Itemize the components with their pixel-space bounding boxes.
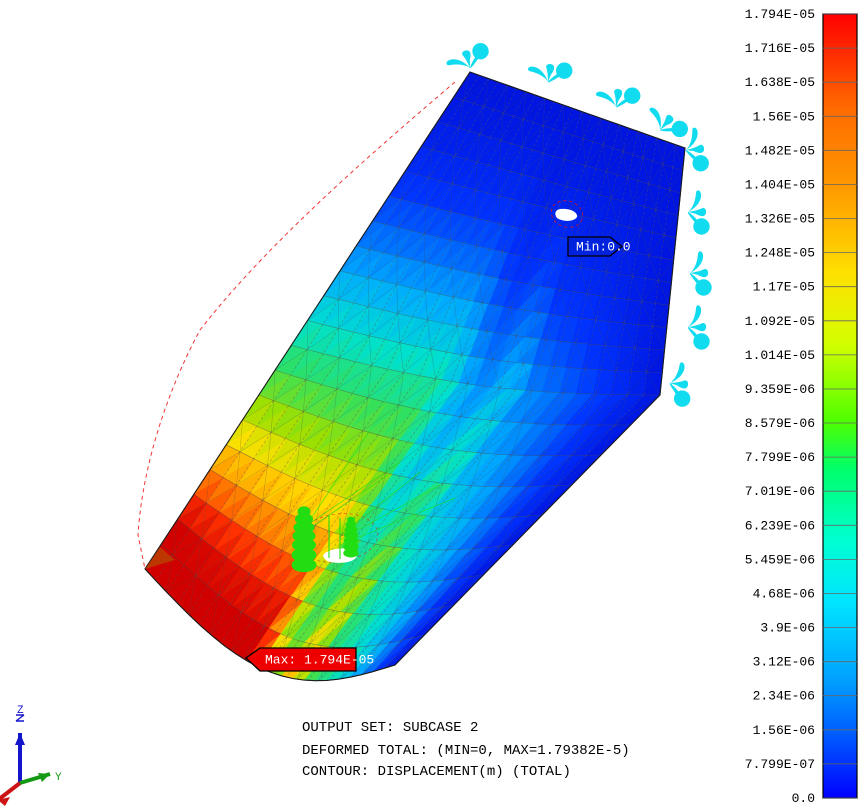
- svg-text:1.56E-06: 1.56E-06: [753, 723, 815, 738]
- svg-text:Z: Z: [17, 705, 24, 717]
- svg-text:1.404E-05: 1.404E-05: [745, 177, 815, 192]
- svg-text:1.794E-05: 1.794E-05: [745, 7, 815, 22]
- svg-text:7.799E-06: 7.799E-06: [745, 450, 815, 465]
- svg-text:OUTPUT SET: SUBCASE 2: OUTPUT SET: SUBCASE 2: [302, 720, 478, 736]
- svg-text:1.638E-05: 1.638E-05: [745, 75, 815, 90]
- svg-text:1.326E-05: 1.326E-05: [745, 212, 815, 227]
- svg-text:1.17E-05: 1.17E-05: [753, 280, 815, 295]
- svg-text:2.34E-06: 2.34E-06: [753, 689, 815, 704]
- svg-text:3.12E-06: 3.12E-06: [753, 655, 815, 670]
- svg-text:1.482E-05: 1.482E-05: [745, 143, 815, 158]
- svg-text:5.459E-06: 5.459E-06: [745, 552, 815, 567]
- svg-text:8.579E-06: 8.579E-06: [745, 416, 815, 431]
- svg-text:1.716E-05: 1.716E-05: [745, 41, 815, 56]
- svg-text:Max: 1.794E-05: Max: 1.794E-05: [265, 653, 374, 668]
- svg-text:Y: Y: [55, 772, 62, 784]
- svg-text:Min:0.0: Min:0.0: [576, 240, 631, 255]
- svg-text:1.014E-05: 1.014E-05: [745, 348, 815, 363]
- svg-text:7.799E-07: 7.799E-07: [745, 757, 815, 772]
- svg-text:DEFORMED TOTAL: (MIN=0, MAX=1.: DEFORMED TOTAL: (MIN=0, MAX=1.79382E-5): [302, 743, 630, 759]
- svg-text:1.248E-05: 1.248E-05: [745, 246, 815, 261]
- svg-text:1.56E-05: 1.56E-05: [753, 109, 815, 124]
- svg-text:4.68E-06: 4.68E-06: [753, 587, 815, 602]
- svg-text:1.092E-05: 1.092E-05: [745, 314, 815, 329]
- svg-text:0.0: 0.0: [792, 791, 815, 806]
- svg-text:9.359E-06: 9.359E-06: [745, 382, 815, 397]
- svg-text:7.019E-06: 7.019E-06: [745, 484, 815, 499]
- svg-text:CONTOUR: DISPLACEMENT(m) (TOTA: CONTOUR: DISPLACEMENT(m) (TOTAL): [302, 764, 571, 780]
- svg-text:3.9E-06: 3.9E-06: [760, 621, 815, 636]
- svg-text:6.239E-06: 6.239E-06: [745, 518, 815, 533]
